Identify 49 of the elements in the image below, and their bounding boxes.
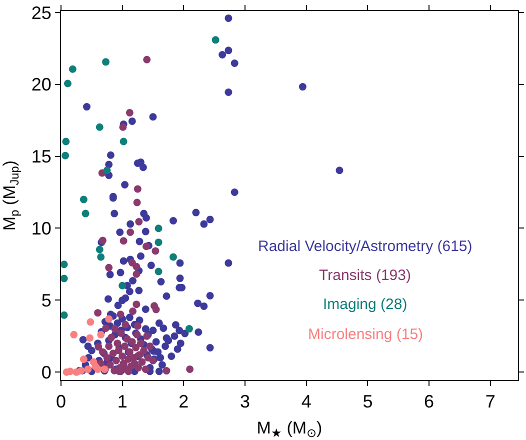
x-tick-label: 2	[178, 392, 189, 412]
point	[62, 152, 70, 160]
y-tick-label: 10	[31, 218, 52, 239]
point	[154, 238, 162, 246]
point	[80, 356, 88, 364]
point	[92, 362, 100, 370]
point	[120, 138, 128, 146]
text: Transits (193)	[319, 267, 411, 284]
point	[82, 210, 90, 218]
point	[154, 224, 162, 232]
point	[86, 318, 94, 326]
point	[64, 80, 72, 88]
x-tick-label: 7	[485, 392, 496, 412]
point	[97, 253, 105, 261]
point	[96, 246, 104, 254]
x-tick-label: 3	[240, 392, 250, 412]
y-tick-label: 0	[41, 362, 52, 382]
point	[96, 123, 104, 131]
text: Microlensing (15)	[308, 326, 424, 343]
x-tick-label: 6	[424, 392, 434, 412]
point	[102, 58, 110, 66]
point	[70, 330, 78, 338]
point	[105, 315, 113, 323]
point	[84, 365, 92, 373]
y-tick-label: 20	[31, 74, 52, 95]
point	[154, 268, 162, 276]
point	[185, 325, 193, 333]
y-tick-label: 5	[41, 290, 52, 310]
y-tick-label: 15	[31, 146, 52, 167]
text: Imaging (28)	[323, 296, 408, 313]
x-tick-label: 5	[362, 392, 373, 412]
point	[62, 138, 70, 146]
point	[118, 282, 126, 290]
x-axis-title: M$_{★}$ (M$_{⊙}$)	[256, 418, 322, 440]
point	[68, 65, 76, 73]
point	[212, 36, 220, 44]
x-tick-label: 4	[301, 392, 312, 412]
x-tick-label: 1	[117, 392, 128, 412]
point	[60, 260, 68, 268]
point	[97, 330, 105, 338]
y-tick-label: 25	[31, 2, 52, 23]
x-tick-label: 0	[56, 392, 66, 412]
point	[103, 166, 111, 174]
point	[170, 253, 178, 261]
series-label: Radial Velocity/Astrometry (615)	[258, 238, 472, 255]
point	[60, 311, 68, 319]
point	[80, 196, 88, 204]
point	[86, 334, 94, 342]
point	[60, 274, 68, 282]
